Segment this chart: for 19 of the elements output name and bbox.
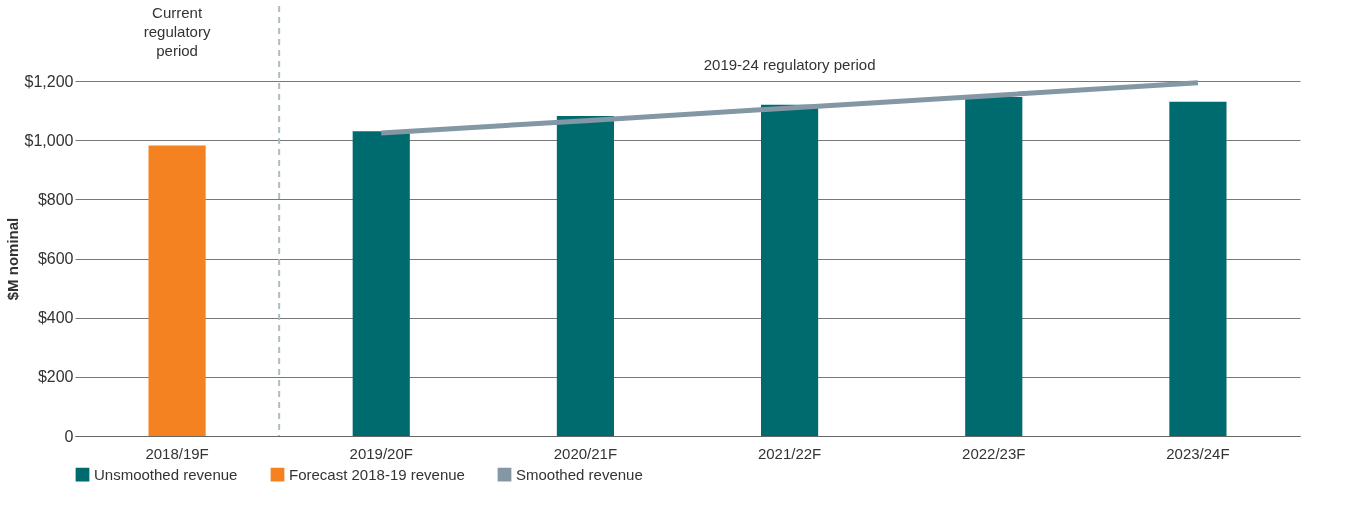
y-tick-label: $200 — [37, 368, 74, 386]
legend-label: Smoothed revenue — [516, 465, 643, 483]
x-tick-label: 2022/23F — [962, 444, 1026, 462]
x-tick-label: 2018/19F — [145, 444, 209, 462]
x-tick-label: 2021/22F — [757, 444, 822, 462]
text: Current regulatory period — [143, 4, 211, 59]
text: 2019-24 regulatory period — [703, 56, 876, 73]
legend-label: Forecast 2018-19 revenue — [289, 465, 465, 483]
legend-label: Unsmoothed revenue — [94, 465, 238, 483]
y-tick-label: $1,200 — [24, 72, 74, 90]
y-tick-label: $600 — [37, 250, 74, 267]
y-tick-label: $1,000 — [24, 131, 74, 149]
x-tick-label: 2023/24F — [1166, 444, 1230, 462]
y-tick-label: 0 — [64, 427, 74, 445]
y-axis-title: $M nominal — [3, 217, 21, 301]
x-tick-label: 2020/21F — [553, 444, 618, 462]
y-tick-label: $400 — [37, 309, 74, 327]
x-tick-label: 2019/20F — [349, 444, 413, 462]
y-tick-label: $800 — [37, 190, 74, 208]
